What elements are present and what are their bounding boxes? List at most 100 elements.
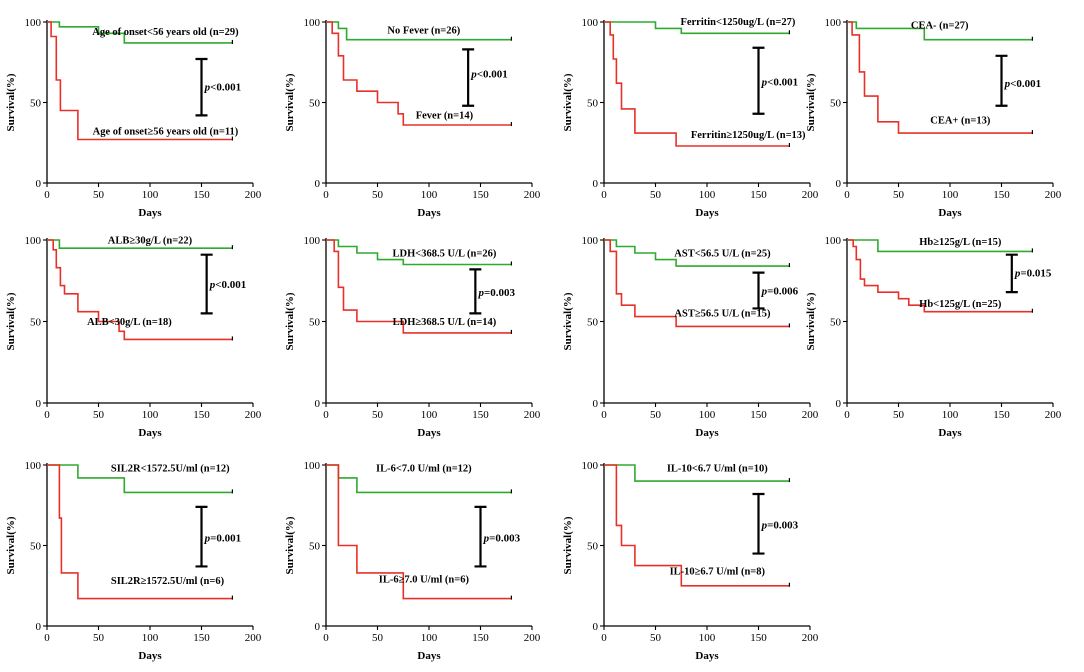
x-axis-title: Days bbox=[417, 650, 441, 662]
p-value-bracket bbox=[195, 57, 208, 117]
y-tick-label: 50 bbox=[587, 317, 599, 329]
survival-curve-group-a bbox=[326, 21, 512, 41]
x-tick-label: 200 bbox=[1045, 409, 1062, 421]
panel-ldh: 0 50 100 150 200 0 50 100 Days Survival(%) LDH<368… bbox=[284, 235, 541, 439]
p-value-label: p=0.001 bbox=[204, 532, 242, 544]
y-tick-label: 0 bbox=[836, 398, 842, 410]
curve-label: ALB≥30g/L (n=22) bbox=[108, 235, 193, 246]
survival-curve-group-a bbox=[47, 464, 233, 494]
y-tick-label: 0 bbox=[36, 178, 42, 190]
x-tick-label: 150 bbox=[993, 189, 1010, 201]
p-value: <0.001 bbox=[1010, 78, 1041, 90]
y-tick-label: 100 bbox=[304, 17, 321, 29]
p-value-label: p=0.003 bbox=[761, 520, 799, 532]
curve-label: LDH≥368.5 U/L (n=14) bbox=[393, 317, 497, 328]
curve-label: SIL2R<1572.5U/ml (n=12) bbox=[111, 463, 230, 474]
y-tick-label: 0 bbox=[315, 621, 321, 633]
p-value-bracket bbox=[752, 271, 765, 310]
panel-il-6: 0 50 100 150 200 0 50 100 Days Survival(%) IL-6<7.… bbox=[284, 460, 541, 662]
p-value-bracket bbox=[752, 46, 765, 115]
curve-label: CEA- (n=27) bbox=[911, 20, 969, 31]
x-tick-label: 150 bbox=[750, 189, 767, 201]
x-axis-title: Days bbox=[695, 427, 719, 439]
y-tick-label: 0 bbox=[593, 621, 599, 633]
curve-label: AST<56.5 U/L (n=25) bbox=[674, 248, 771, 259]
panel-ast: 0 50 100 150 200 0 50 100 Days Survival(%) AST<56.… bbox=[562, 235, 819, 439]
x-axis-title: Days bbox=[138, 650, 162, 662]
p-value-label: p=0.006 bbox=[761, 286, 799, 298]
y-tick-label: 50 bbox=[309, 98, 321, 110]
x-axis-title: Days bbox=[695, 207, 719, 219]
x-tick-label: 200 bbox=[524, 189, 541, 201]
p-value: <0.001 bbox=[210, 81, 241, 93]
y-tick-label: 50 bbox=[587, 98, 599, 110]
x-tick-label: 50 bbox=[893, 409, 905, 421]
p-value-bracket bbox=[752, 492, 765, 555]
curve-label: IL-6≥7.0 U/ml (n=6) bbox=[379, 575, 470, 586]
y-tick-label: 100 bbox=[25, 235, 42, 247]
x-tick-label: 100 bbox=[421, 189, 438, 201]
p-value-label: p<0.001 bbox=[470, 69, 508, 81]
x-tick-label: 0 bbox=[44, 409, 50, 421]
x-tick-label: 0 bbox=[844, 409, 850, 421]
x-tick-label: 0 bbox=[601, 189, 607, 201]
x-tick-label: 150 bbox=[193, 632, 210, 644]
y-tick-label: 100 bbox=[304, 460, 321, 472]
x-tick-label: 50 bbox=[372, 189, 384, 201]
p-value-bracket bbox=[200, 253, 213, 315]
panel-cea: 0 50 100 150 200 0 50 100 Days Survival(%) CEA- (n… bbox=[805, 17, 1062, 219]
x-tick-label: 0 bbox=[44, 189, 50, 201]
p-value-bracket bbox=[462, 48, 475, 107]
y-tick-label: 0 bbox=[593, 178, 599, 190]
x-tick-label: 200 bbox=[245, 189, 262, 201]
panel-il-10: 0 50 100 150 200 0 50 100 Days Survival(%) IL-10<6… bbox=[562, 460, 819, 662]
y-tick-label: 0 bbox=[836, 178, 842, 190]
x-tick-label: 100 bbox=[699, 189, 716, 201]
x-tick-label: 150 bbox=[993, 409, 1010, 421]
p-value-label: p<0.001 bbox=[204, 81, 242, 93]
x-axis-title: Days bbox=[417, 207, 441, 219]
curve-label: Hb≥125g/L (n=15) bbox=[919, 237, 1002, 248]
x-tick-label: 50 bbox=[93, 409, 105, 421]
y-tick-label: 100 bbox=[825, 235, 842, 247]
y-axis-title: Survival(%) bbox=[5, 516, 17, 574]
y-axis-title: Survival(%) bbox=[562, 73, 574, 131]
survival-curve-group-a bbox=[604, 21, 790, 35]
p-value-bracket bbox=[195, 505, 208, 568]
x-tick-label: 200 bbox=[524, 409, 541, 421]
survival-curve-group-a bbox=[847, 239, 1033, 253]
x-tick-label: 100 bbox=[421, 409, 438, 421]
p-value-label: p<0.001 bbox=[1004, 78, 1042, 90]
y-tick-label: 0 bbox=[36, 398, 42, 410]
survival-curve-group-b bbox=[47, 239, 233, 341]
survival-curve-group-b bbox=[326, 21, 512, 126]
p-symbol: p bbox=[1004, 78, 1011, 90]
x-tick-label: 0 bbox=[323, 409, 329, 421]
survival-curve-group-b bbox=[47, 464, 233, 600]
x-tick-label: 150 bbox=[472, 189, 489, 201]
p-value-label: p=0.003 bbox=[477, 287, 515, 299]
curve-label: Age of onset<56 years old (n=29) bbox=[92, 27, 239, 38]
x-tick-label: 0 bbox=[323, 189, 329, 201]
x-tick-label: 100 bbox=[142, 409, 159, 421]
y-tick-label: 50 bbox=[30, 317, 42, 329]
survival-curve-group-b bbox=[604, 464, 790, 587]
x-tick-label: 100 bbox=[942, 189, 959, 201]
x-tick-label: 100 bbox=[942, 409, 959, 421]
x-tick-label: 0 bbox=[844, 189, 850, 201]
x-tick-label: 150 bbox=[750, 409, 767, 421]
x-tick-label: 200 bbox=[1045, 189, 1062, 201]
p-value-bracket bbox=[1005, 253, 1018, 294]
y-axis-title: Survival(%) bbox=[284, 73, 296, 131]
y-tick-label: 50 bbox=[309, 541, 321, 553]
y-tick-label: 50 bbox=[309, 317, 321, 329]
panel-ferritin: 0 50 100 150 200050100DaysSurvival(%)Ferriti… bbox=[562, 17, 819, 219]
y-axis-title: Survival(%) bbox=[284, 516, 296, 574]
curve-label: Hb<125g/L (n=25) bbox=[919, 299, 1002, 310]
y-tick-label: 100 bbox=[582, 460, 599, 472]
p-symbol: p bbox=[477, 287, 484, 299]
y-tick-label: 50 bbox=[830, 98, 842, 110]
curve-label: AST≥56.5 U/L (n=15) bbox=[674, 309, 771, 320]
